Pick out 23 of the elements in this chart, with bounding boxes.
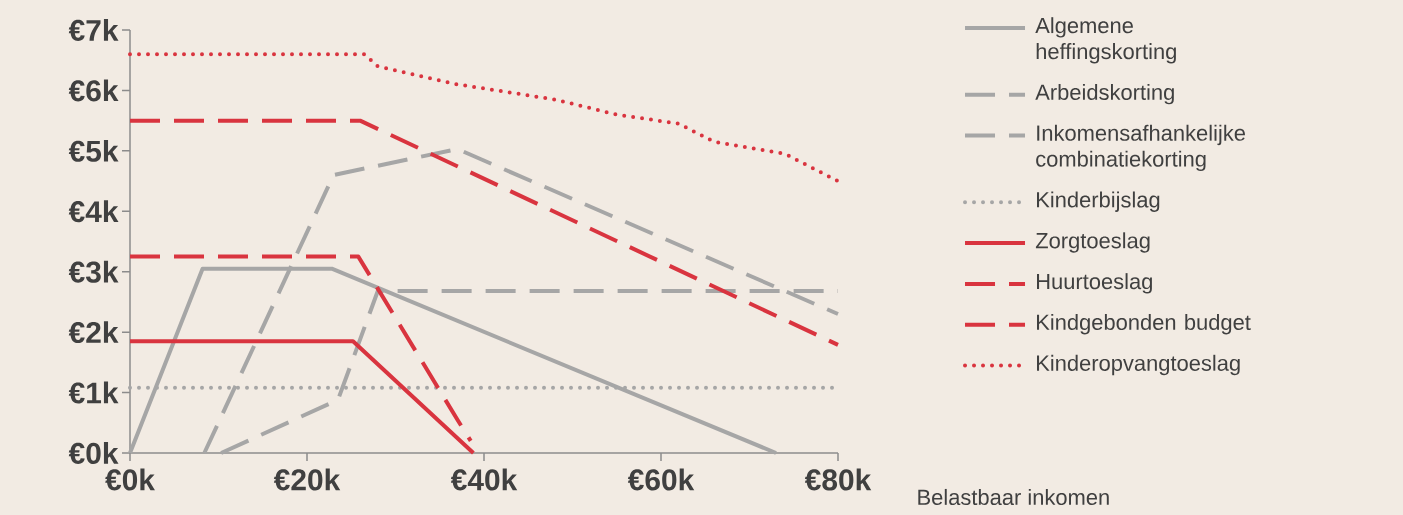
- legend-label: Zorgtoeslag: [1035, 232, 1150, 253]
- y-tick-label: €3k: [68, 260, 119, 283]
- y-tick-label: €1k: [68, 381, 119, 404]
- x-tick-label: €60k: [627, 468, 695, 491]
- legend-label: Kinderbijslag: [1037, 191, 1160, 212]
- x-tick-label: €40k: [450, 468, 518, 491]
- x-tick-label: €0k: [105, 468, 155, 491]
- y-tick-label: €4k: [68, 200, 119, 223]
- line-series: [128, 52, 840, 184]
- y-tick-label: €7k: [68, 19, 119, 41]
- legend-label: Inkomensafhankelijke combinatiekorting: [1036, 124, 1245, 172]
- x-tick-label: €20k: [273, 468, 341, 491]
- x-axis-title: Belastbaar inkomen: [918, 488, 1109, 506]
- legend-label: Kinderopvangtoeslag: [1037, 354, 1240, 376]
- legend-label: Huurtoeslag: [1037, 273, 1152, 294]
- legend-label: Algemene heffingskorting: [1035, 17, 1176, 64]
- y-tick-label: €0k: [68, 442, 119, 464]
- x-tick-label: €80k: [804, 468, 872, 491]
- y-tick-label: €6k: [68, 79, 119, 102]
- y-tick-label: €2k: [68, 321, 119, 344]
- y-tick-label: €5k: [68, 139, 119, 162]
- legend-label: Arbeidskorting: [1035, 83, 1174, 105]
- legend-label: Kindgebonden budget: [1037, 313, 1251, 335]
